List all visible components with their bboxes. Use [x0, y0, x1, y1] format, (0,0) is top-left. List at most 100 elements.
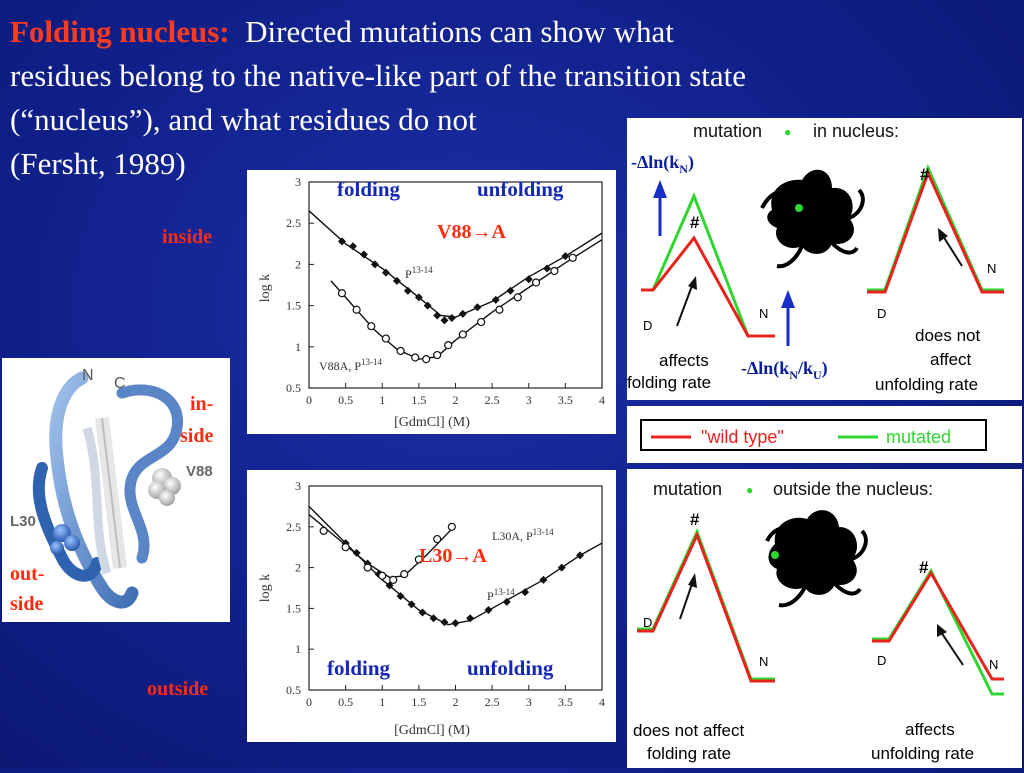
y-tick-label: 2.5: [286, 216, 301, 230]
denatured-label: D: [877, 653, 886, 668]
fit-curve: [330, 239, 603, 360]
chart-l30a-svg: 0 0.5 1 1.5 2 2.5 3 3.5 4 0.5 1 1.5 2 2.5 3 [GdmCl] (M)…: [258, 479, 605, 738]
out-left-caption-2: folding rate: [647, 744, 731, 763]
data-point-diamond: [403, 286, 412, 295]
x-tick-label: 3.5: [558, 695, 573, 709]
wild-type-energy-profile: [872, 570, 1004, 681]
data-point-diamond: [521, 588, 530, 597]
x-tick-label: 1: [379, 695, 385, 709]
mutated-energy-profile: [637, 528, 775, 681]
green-dot-icon: ●: [784, 125, 791, 139]
title-heading: Folding nucleus:: [10, 14, 230, 49]
x-tick-label: 1.5: [411, 393, 426, 407]
chart-title: L30→A: [419, 545, 487, 567]
data-point-circle: [411, 353, 420, 362]
data-point-diamond: [447, 313, 456, 322]
native-label: N: [759, 306, 768, 321]
label-out-side-1: out-: [10, 563, 44, 585]
data-point-circle: [396, 346, 405, 356]
transition-state-hash: #: [919, 558, 929, 577]
data-point-circle: [389, 575, 398, 584]
data-point-diamond: [473, 303, 482, 312]
data-point-diamond: [433, 311, 442, 320]
denatured-label: D: [643, 318, 652, 333]
data-point-diamond: [539, 575, 548, 584]
data-point-circle: [381, 334, 391, 343]
black-arrow-icon: [676, 276, 697, 327]
native-label: N: [759, 654, 768, 669]
in-left-caption-1: affects: [659, 351, 709, 370]
data-point-diamond: [352, 548, 361, 557]
x-tick-label: 2.5: [485, 695, 500, 709]
nucleus-protein-blob-icon: [765, 510, 868, 608]
data-point-diamond: [561, 252, 570, 261]
data-point-circle: [550, 266, 559, 276]
x-tick-label: 3.5: [558, 393, 573, 407]
fit-curve: [308, 514, 457, 579]
data-point-diamond: [337, 237, 346, 246]
label-out-side-2: side: [10, 593, 43, 615]
data-point-circle: [477, 317, 486, 327]
title-line-2: residues belong to the native-like part …: [10, 58, 747, 93]
data-point-diamond: [543, 264, 552, 273]
blue-arrow-up-icon: [653, 180, 667, 236]
data-point-circle: [363, 563, 372, 572]
y-tick-label: 1: [295, 340, 301, 354]
mutated-energy-profile: [867, 163, 1004, 292]
nucleus-protein-blob-icon: [760, 169, 865, 269]
wild-type-energy-profile: [637, 531, 775, 683]
series-label: P13-14: [487, 587, 515, 603]
diagram-outside-nucleus: mutation ● outside the nucleus: # D N do…: [627, 469, 1022, 768]
legend-svg: "wild type" mutated: [640, 419, 987, 451]
title-line-1: Directed mutations can show what: [245, 14, 674, 49]
y-axis-label: log k: [258, 274, 273, 302]
data-point-circle: [337, 289, 347, 298]
transition-state-hash: #: [920, 165, 930, 184]
out-nucleus-header-word: mutation: [653, 479, 722, 499]
title-line-4: (Fersht, 1989): [10, 146, 186, 181]
folding-annotation: folding: [327, 656, 391, 680]
out-right-caption-1: affects: [905, 720, 955, 739]
legend-box: "wild type" mutated: [627, 406, 1022, 463]
data-point-circle: [319, 526, 328, 535]
data-point-diamond: [466, 614, 475, 623]
data-point-circle: [341, 543, 350, 552]
black-arrow-icon: [679, 573, 697, 620]
out-right-caption-2: unfolding rate: [871, 744, 974, 763]
data-point-diamond: [407, 600, 416, 609]
x-tick-label: 0: [306, 695, 312, 709]
data-point-diamond: [396, 592, 405, 601]
data-point-diamond: [370, 260, 379, 269]
data-point-circle: [378, 571, 387, 580]
in-nucleus-header-word: mutation: [693, 121, 762, 141]
x-tick-label: 3: [526, 695, 532, 709]
data-point-circle: [458, 330, 467, 339]
diagram-outside-nucleus-svg: mutation ● outside the nucleus: # D N do…: [633, 479, 1004, 763]
data-point-diamond: [491, 295, 500, 304]
data-point-diamond: [440, 316, 449, 325]
y-tick-label: 3: [295, 479, 301, 493]
label-outside: outside: [147, 678, 209, 700]
data-point-diamond: [576, 551, 585, 560]
y-tick-label: 2: [295, 257, 301, 271]
y-tick-label: 1.5: [286, 601, 301, 615]
protein-c-terminus-label: C: [114, 375, 126, 392]
native-label: N: [987, 261, 996, 276]
slide-title: Folding nucleus: Directed mutations can …: [10, 10, 1020, 186]
legend-mutated-label: mutated: [886, 427, 951, 447]
unfolding-annotation: unfolding: [467, 656, 554, 680]
label-in-side-2: side: [180, 425, 213, 447]
data-point-circle: [433, 534, 442, 544]
protein-n-terminus-label: N: [82, 367, 94, 384]
data-point-diamond: [484, 606, 493, 615]
transition-state-hash: #: [690, 510, 700, 529]
x-tick-label: 0.5: [338, 695, 353, 709]
data-point-circle: [422, 355, 431, 364]
black-arrow-icon: [938, 228, 963, 267]
wild-type-energy-profile: [867, 169, 1004, 294]
in-right-caption-1: does not: [915, 326, 980, 345]
data-point-circle: [367, 322, 376, 331]
black-arrow-icon: [937, 624, 964, 666]
y-tick-label: 2: [295, 561, 301, 575]
protein-l30-label: L30: [10, 513, 36, 530]
